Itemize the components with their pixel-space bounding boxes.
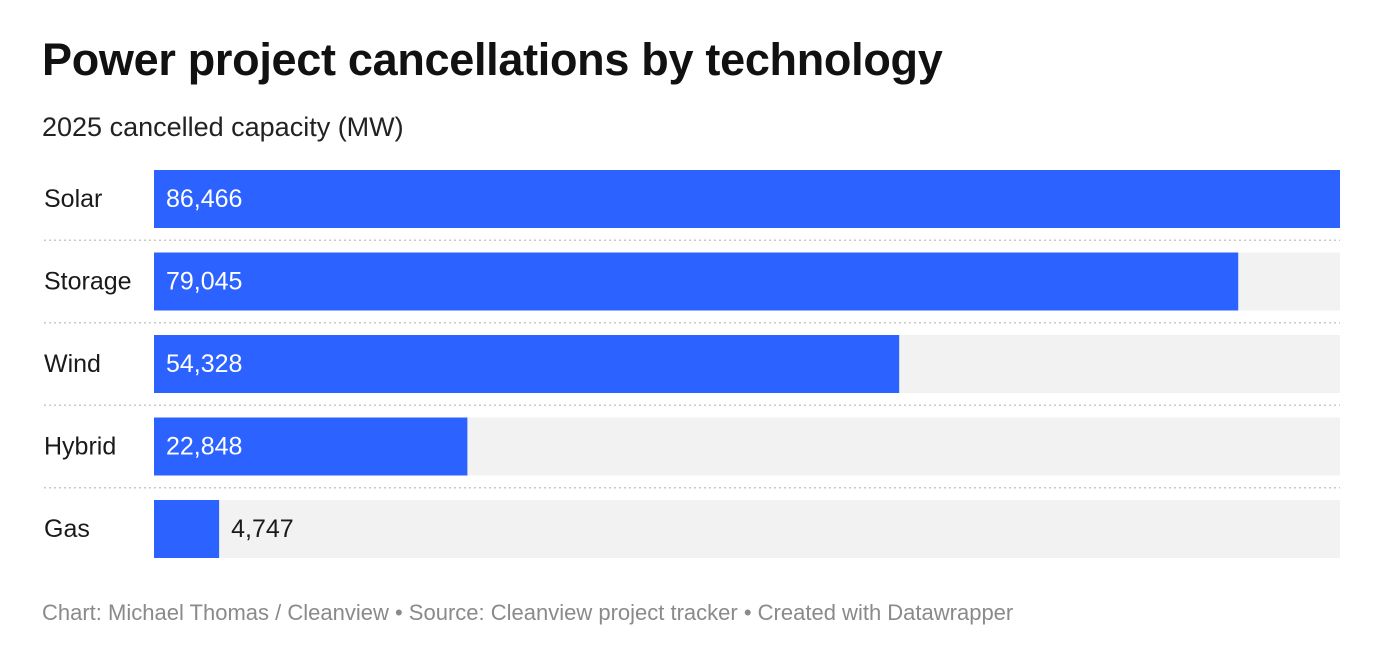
bar-hybrid bbox=[154, 417, 468, 476]
bar-track bbox=[154, 500, 1340, 558]
value-label: 4,747 bbox=[231, 515, 294, 543]
bar-storage bbox=[154, 252, 1239, 311]
bar-wind bbox=[154, 335, 900, 393]
source-note: Source: Cleanview project tracker bbox=[408, 600, 738, 625]
created-with-note: Created with Datawrapper bbox=[757, 600, 1014, 625]
bar-gas bbox=[154, 500, 220, 558]
bar-solar bbox=[154, 170, 1340, 228]
value-label: 86,466 bbox=[166, 185, 242, 213]
footer-separator: • bbox=[394, 600, 403, 625]
category-label: Hybrid bbox=[44, 433, 116, 461]
value-label: 79,045 bbox=[166, 268, 242, 296]
category-label: Storage bbox=[44, 268, 132, 296]
chart-credit: Chart: Michael Thomas / Cleanview bbox=[42, 600, 389, 625]
chart-footer: Chart: Michael Thomas / Cleanview • Sour… bbox=[42, 600, 1013, 626]
footer-separator: • bbox=[743, 600, 752, 625]
category-label: Wind bbox=[44, 350, 101, 378]
chart-subtitle: 2025 cancelled capacity (MW) bbox=[42, 112, 404, 142]
chart-title: Power project cancellations by technolog… bbox=[42, 34, 943, 85]
category-label: Gas bbox=[44, 515, 90, 543]
value-label: 54,328 bbox=[166, 350, 242, 378]
category-label: Solar bbox=[44, 185, 102, 213]
value-label: 22,848 bbox=[166, 433, 242, 461]
